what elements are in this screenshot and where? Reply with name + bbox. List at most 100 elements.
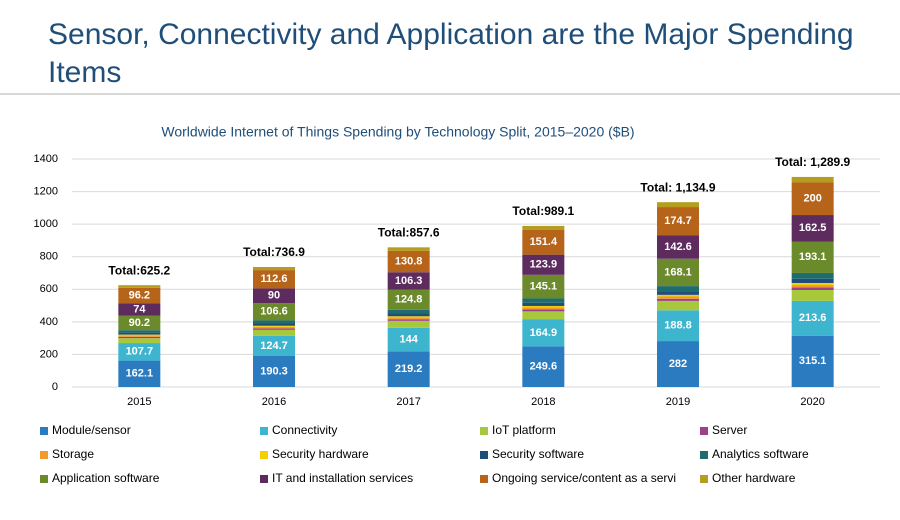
bar-segment — [118, 338, 161, 344]
segment-label: 249.6 — [530, 361, 558, 373]
legend-swatch — [700, 475, 708, 483]
segment-label: 168.1 — [664, 266, 692, 278]
bar-segment — [791, 284, 834, 288]
legend-label: Connectivity — [272, 423, 337, 437]
segment-label: 107.7 — [126, 346, 154, 358]
segment-label: 200 — [803, 193, 821, 205]
slide-title-box: Sensor, Connectivity and Application are… — [48, 18, 854, 89]
y-tick-label: 200 — [40, 348, 58, 360]
segment-label: 219.2 — [395, 363, 423, 375]
bar-segment — [657, 207, 699, 236]
bar-segment — [118, 334, 161, 336]
y-tick-label: 600 — [40, 283, 58, 295]
bar-segment — [118, 287, 161, 304]
x-tick-label: 2015 — [127, 396, 151, 408]
y-tick-label: 1200 — [34, 185, 58, 197]
bar-segment — [657, 294, 699, 297]
segment-label: 315.1 — [799, 355, 827, 367]
bar-segment — [791, 215, 834, 242]
bar-segment — [387, 247, 430, 251]
legend-label: Module/sensor — [52, 423, 131, 437]
bar-segment — [791, 176, 834, 183]
bar-segment — [522, 319, 565, 347]
bar-segment — [387, 351, 430, 387]
chart-title: Worldwide Internet of Things Spending by… — [161, 124, 634, 140]
segment-label: 162.1 — [126, 368, 154, 380]
bar-segment — [791, 278, 834, 283]
bar-segment — [657, 300, 699, 311]
segment-label: 174.7 — [664, 215, 692, 227]
bar-segment — [118, 336, 161, 339]
bar-segment — [791, 182, 834, 216]
bar-segment — [522, 225, 565, 230]
x-tick-label: 2019 — [666, 396, 690, 408]
bar-segment — [791, 241, 834, 273]
y-tick-label: 1000 — [34, 218, 58, 230]
segment-label: 124.7 — [260, 340, 288, 352]
legend-label: Security software — [492, 447, 584, 461]
segment-label: 282 — [669, 358, 687, 370]
total-label: Total:989.1 — [512, 204, 574, 218]
bar-segment — [387, 289, 430, 310]
total-label: Total:736.9 — [243, 245, 305, 259]
legend-label: Ongoing service/content as a servi — [492, 471, 676, 485]
bar-segment — [118, 360, 161, 387]
bar-segment — [791, 300, 834, 336]
segment-label: 130.8 — [395, 255, 423, 267]
bar-segment — [522, 254, 565, 275]
bar-segment — [253, 288, 295, 304]
y-tick-label: 1400 — [34, 153, 58, 165]
legend-swatch — [260, 475, 268, 483]
segment-label: 106.3 — [395, 275, 423, 287]
bar-segment — [118, 330, 161, 333]
bar-segment — [253, 320, 295, 324]
legend-label: Application software — [52, 471, 160, 485]
segment-label: 106.6 — [260, 306, 288, 318]
bar-segment — [387, 319, 430, 321]
legend-label: Server — [712, 423, 747, 437]
bar-segment — [657, 291, 699, 295]
bar-segment — [522, 346, 565, 387]
bar-segment — [657, 296, 699, 299]
segment-label: 96.2 — [129, 290, 150, 302]
legend-label: IT and installation services — [272, 471, 413, 485]
segment-label: 90 — [268, 290, 280, 302]
segment-label: 74 — [133, 303, 146, 315]
segment-label: 142.6 — [664, 241, 692, 253]
bar-segment — [253, 270, 295, 289]
segment-label: 90.2 — [129, 317, 150, 329]
legend-swatch — [40, 475, 48, 483]
bar-segment — [387, 272, 430, 290]
bar-segment — [253, 326, 295, 329]
bar-segment — [657, 286, 699, 292]
bar-segment — [657, 298, 699, 301]
legend-swatch — [700, 451, 708, 459]
x-tick-label: 2020 — [800, 396, 824, 408]
y-tick-label: 800 — [40, 251, 58, 263]
legend-swatch — [40, 427, 48, 435]
legend-swatch — [480, 451, 488, 459]
segment-label: 213.6 — [799, 312, 827, 324]
legend-label: Security hardware — [272, 447, 369, 461]
segment-label: 123.9 — [530, 259, 558, 271]
bar-segment — [791, 287, 834, 290]
legend-label: Other hardware — [712, 471, 796, 485]
bar-segment — [522, 274, 565, 299]
y-tick-label: 0 — [52, 381, 58, 393]
legend-label: Analytics software — [712, 447, 809, 461]
total-label: Total:857.6 — [378, 226, 440, 240]
segment-label: 193.1 — [799, 251, 827, 263]
bar-segment — [118, 332, 161, 335]
bar-segment — [253, 266, 295, 271]
segment-label: 124.8 — [395, 294, 423, 306]
bar-segment — [253, 329, 295, 336]
bar-segment — [791, 289, 834, 301]
segment-label: 164.9 — [530, 327, 558, 339]
bar-segment — [791, 282, 834, 285]
y-tick-label: 400 — [40, 316, 58, 328]
legend-swatch — [700, 427, 708, 435]
total-label: Total:625.2 — [108, 263, 170, 277]
bar-segment — [791, 272, 834, 279]
bar-segment — [657, 310, 699, 342]
bar-segment — [522, 305, 565, 308]
